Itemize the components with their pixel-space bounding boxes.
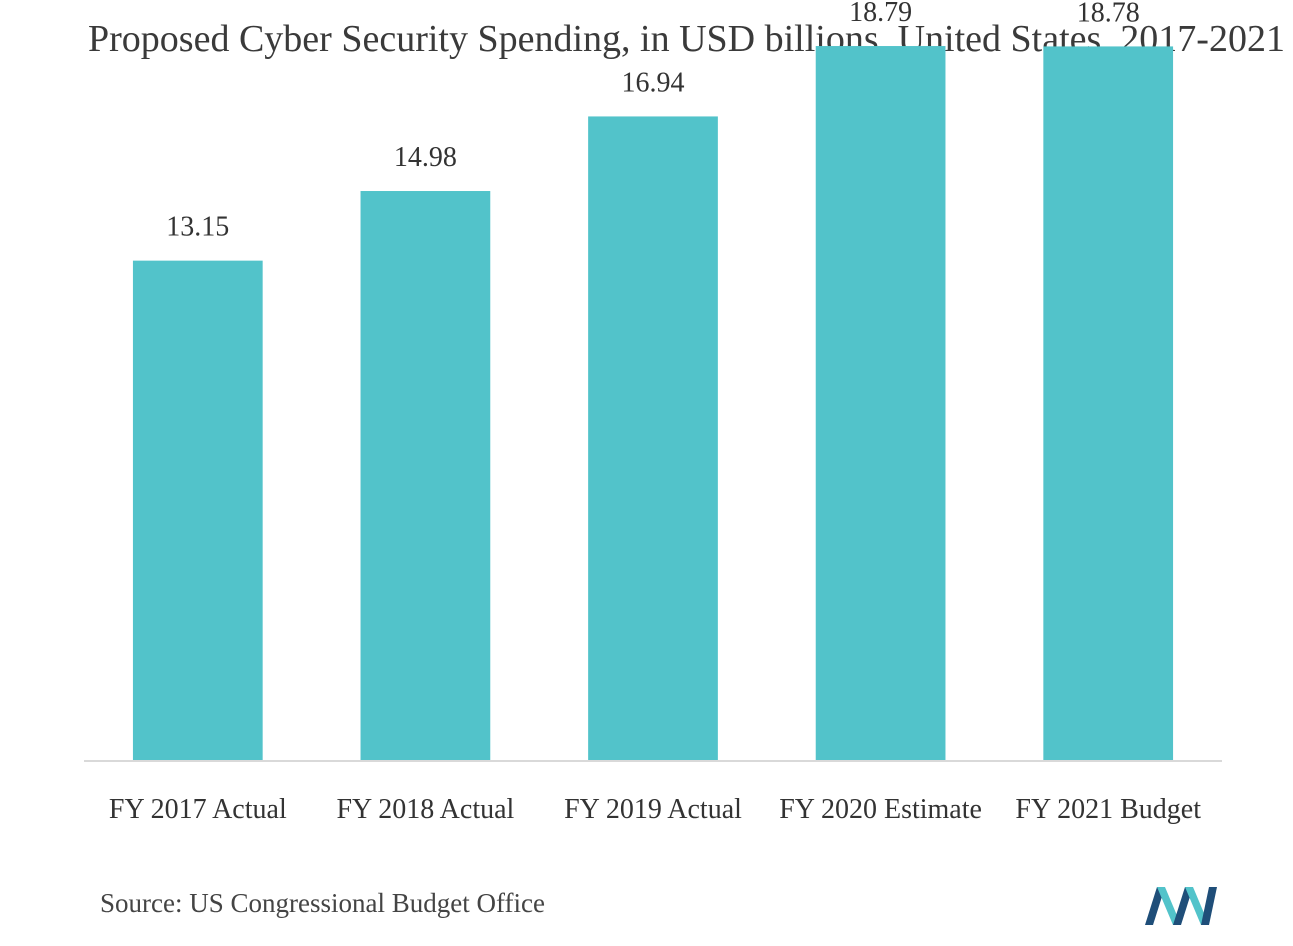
source-note: Source: US Congressional Budget Office — [100, 888, 545, 918]
category-label-5: FY 2021 Budget — [1015, 794, 1201, 825]
category-label-4: FY 2020 Estimate — [779, 794, 982, 825]
data-label-1: 13.15 — [166, 212, 229, 243]
labels-layer: 13.15 FY 2017 Actual 14.98 FY 2018 Actual 16… — [109, 0, 1201, 825]
bar-3 — [588, 116, 718, 762]
data-label-3: 16.94 — [622, 67, 685, 98]
mordor-intelligence-logo-icon — [1145, 887, 1217, 925]
bar-2 — [360, 191, 491, 762]
data-label-5: 18.78 — [1077, 0, 1140, 28]
data-label-4: 18.79 — [849, 0, 912, 28]
category-label-2: FY 2018 Actual — [336, 794, 514, 825]
data-label-2: 14.98 — [394, 142, 457, 173]
category-label-1: FY 2017 Actual — [109, 794, 287, 825]
bar-4 — [815, 46, 946, 761]
bar-5 — [1043, 46, 1174, 761]
bars-layer — [132, 46, 1174, 762]
bar-1 — [132, 260, 263, 761]
category-label-3: FY 2019 Actual — [564, 794, 742, 825]
